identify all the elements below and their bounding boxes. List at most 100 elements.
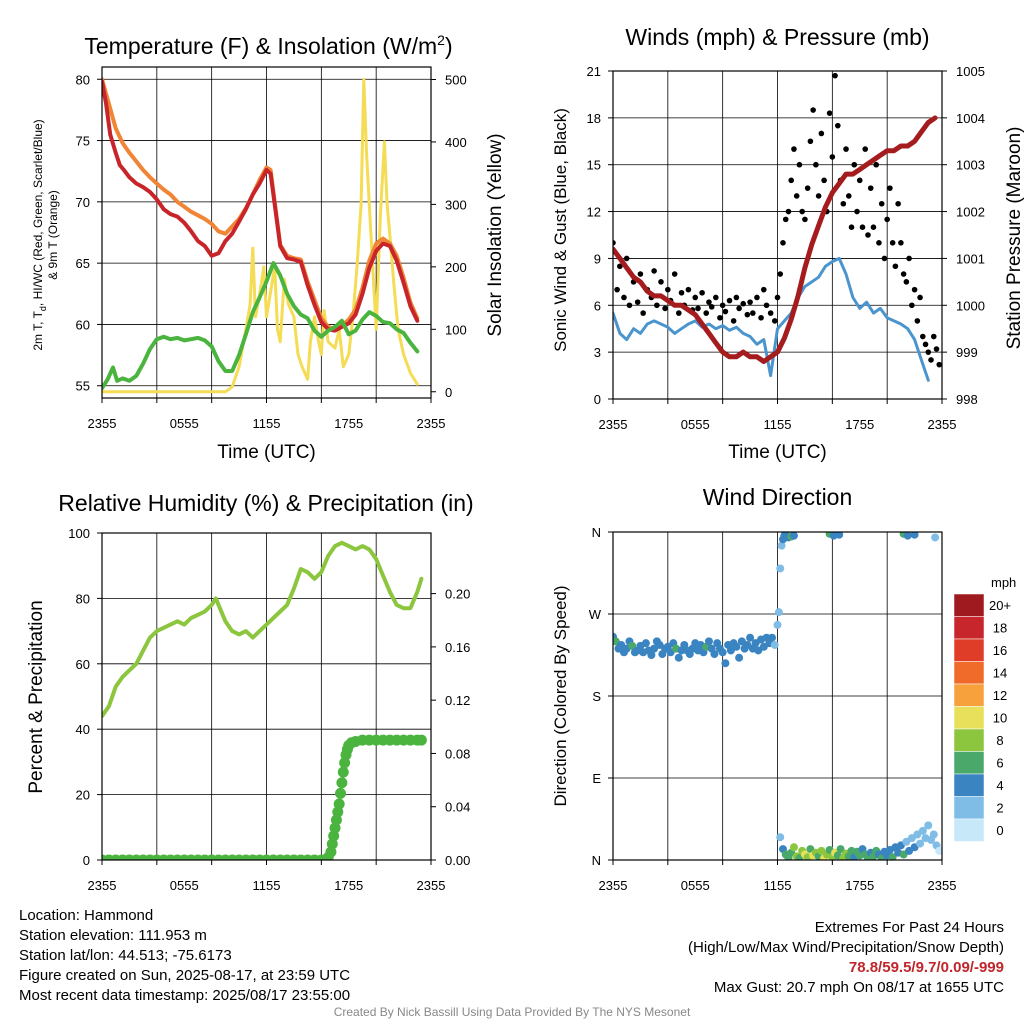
- y-tick-label: 0: [594, 392, 601, 407]
- gust-point: [889, 240, 896, 246]
- direction-point: [735, 653, 744, 662]
- x-axis-label: Time (UTC): [728, 442, 827, 463]
- gust-point: [726, 297, 733, 304]
- y-tick-label: 70: [76, 195, 90, 210]
- y2-tick-label: 1005: [956, 64, 985, 79]
- direction-point: [776, 833, 785, 842]
- direction-point: [836, 845, 845, 854]
- x-tick-label: 0555: [170, 878, 199, 893]
- colorbar-label: 6: [996, 756, 1003, 771]
- colorbar-label: 18: [993, 621, 1007, 636]
- station-info: Location: Hammond Station elevation: 111…: [19, 906, 350, 1006]
- y2-tick-label: 1001: [956, 251, 985, 266]
- gust-point: [848, 224, 855, 230]
- y-tick-label: 100: [68, 526, 90, 541]
- gust-point: [930, 333, 937, 340]
- gust-point: [878, 200, 885, 207]
- y2-tick-label: 400: [445, 135, 467, 150]
- direction-point: [929, 830, 938, 839]
- gust-point: [614, 286, 620, 293]
- gust-point: [867, 185, 874, 191]
- gust-point: [662, 305, 668, 312]
- colorbar: mph 20+ 18 16 14 12 10 8 6 4 2 0: [953, 575, 1016, 842]
- y-tick-label: W: [589, 607, 602, 622]
- colorbar-swatch: [953, 751, 985, 775]
- x-tick-label: 2355: [599, 878, 628, 893]
- direction-point: [789, 843, 798, 852]
- gust-point: [917, 294, 923, 301]
- gust-point: [815, 193, 822, 199]
- gust-point: [695, 305, 701, 312]
- x-tick-label: 1155: [764, 417, 792, 432]
- gust-point: [793, 193, 800, 199]
- temp-chart: 55 60 65 70 75 80 0 100 200 300 400 500 2355 0555 1155…: [31, 32, 506, 463]
- gust-point: [708, 304, 715, 310]
- gust-point: [920, 333, 926, 340]
- colorbar-swatch: [953, 773, 985, 797]
- extremes-title: Extremes For Past 24 Hours: [814, 919, 1004, 936]
- series-wind-speed: [613, 256, 930, 382]
- gust-point: [774, 294, 781, 301]
- gust-point: [884, 216, 890, 223]
- x-tick-label: 0555: [681, 417, 710, 432]
- gust-point: [736, 305, 742, 312]
- x-tick-label: 2355: [928, 878, 957, 893]
- direction-point: [789, 532, 798, 540]
- colorbar-label: 14: [993, 666, 1007, 681]
- gust-point: [780, 240, 786, 246]
- gust-point: [740, 300, 747, 307]
- gust-point: [799, 208, 805, 215]
- direction-point: [704, 637, 713, 646]
- colorbar-label: 16: [993, 643, 1007, 658]
- y-tick-label: 80: [76, 591, 90, 606]
- y-axis-label: Percent & Precipitation: [26, 600, 47, 793]
- x-tick-label: 1755: [845, 878, 874, 893]
- plot-border: [612, 531, 943, 861]
- gust-point: [767, 310, 774, 316]
- x-tick-label: 2355: [599, 417, 628, 432]
- y2-tick-label: 0.00: [445, 853, 470, 868]
- gust-point: [676, 310, 682, 316]
- gust-point: [706, 299, 712, 305]
- y2-tick-label: 0.20: [445, 587, 470, 602]
- gust-point: [840, 200, 847, 207]
- colorbar-swatch: [953, 728, 985, 752]
- direction-point: [647, 651, 656, 659]
- x-axis-label: Time (UTC): [217, 442, 316, 463]
- direction-point: [773, 620, 782, 629]
- y-tick-label: 60: [76, 657, 90, 672]
- gust-point: [699, 289, 705, 296]
- plot-border: [101, 532, 432, 861]
- x-tick-label: 0555: [681, 878, 710, 893]
- temp-data: [102, 77, 420, 394]
- gust-point: [900, 271, 907, 277]
- y-tick-label: 21: [587, 64, 601, 79]
- plot-border: [612, 70, 943, 400]
- gust-point: [870, 224, 877, 230]
- gust-point: [754, 294, 760, 301]
- y2-axis-label: Station Pressure (Maroon): [1004, 127, 1024, 350]
- y2-tick-label: 999: [956, 345, 978, 360]
- direction-point: [768, 633, 777, 642]
- colorbar-swatch: [953, 638, 985, 662]
- y2-tick-label: 0.16: [445, 640, 470, 655]
- x-tick-label: 1155: [253, 416, 281, 431]
- colorbar-swatch: [953, 661, 985, 685]
- y2-tick-label: 0.08: [445, 746, 470, 761]
- y2-tick-label: 0.12: [445, 693, 470, 708]
- gust-point: [851, 161, 858, 168]
- y2-tick-label: 998: [956, 392, 978, 407]
- gust-point: [788, 177, 795, 184]
- gust-point: [804, 185, 811, 191]
- gust-point: [909, 302, 915, 309]
- rh-chart: 0 20 40 60 80 100 0.00 0.04 0.08 0.12 0.16 0.20 2355…: [26, 490, 474, 893]
- gust-point: [733, 294, 740, 301]
- gust-point: [750, 310, 756, 316]
- y-tick-label: 40: [76, 722, 90, 737]
- gust-point: [685, 286, 692, 293]
- gust-point: [621, 294, 627, 301]
- y-tick-label: S: [592, 689, 601, 704]
- gust-point: [873, 161, 879, 168]
- credit-text: Created By Nick Bassill Using Data Provi…: [333, 1005, 691, 1019]
- series-pressure: [613, 115, 938, 364]
